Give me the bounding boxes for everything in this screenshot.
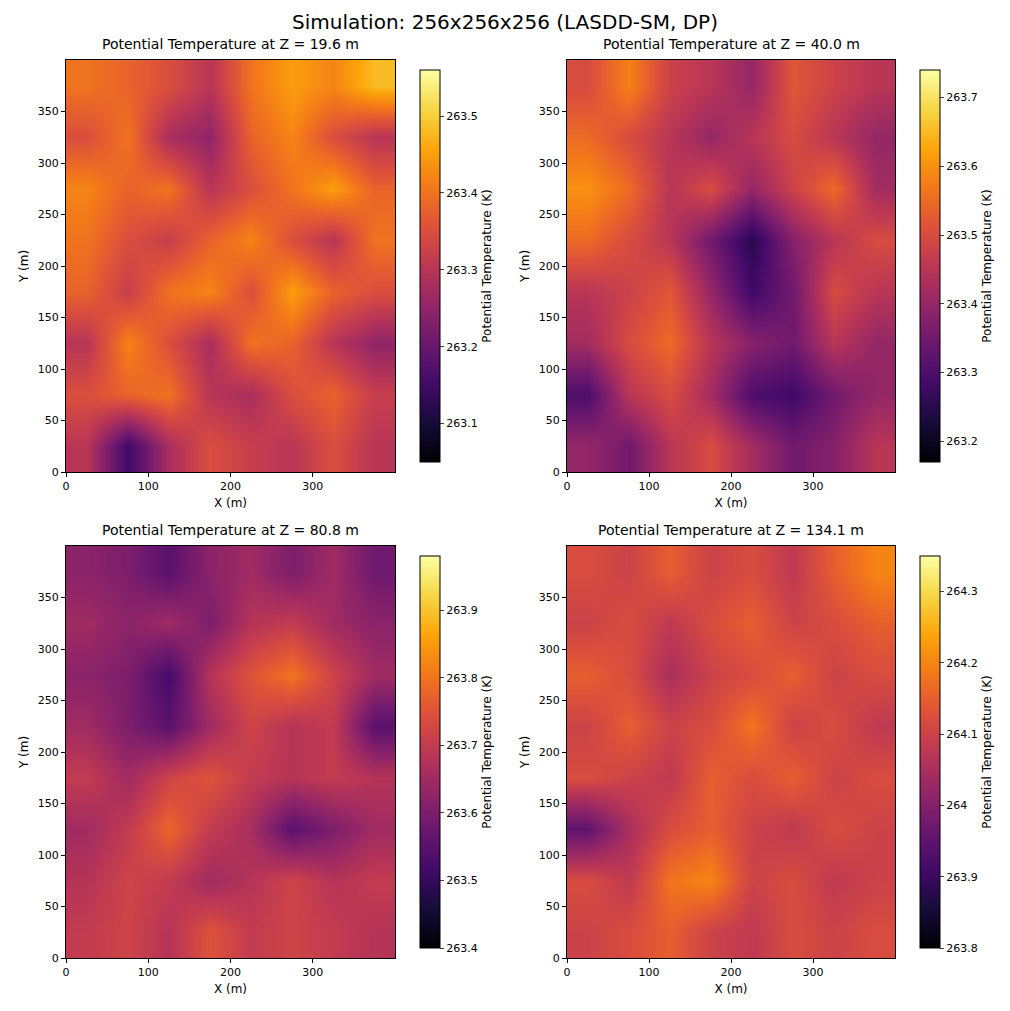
svg-text:200: 200 <box>38 746 59 759</box>
svg-text:263.6: 263.6 <box>946 160 978 173</box>
svg-text:263.2: 263.2 <box>946 435 978 448</box>
svg-text:250: 250 <box>38 694 59 707</box>
svg-text:0: 0 <box>564 480 571 493</box>
svg-text:0: 0 <box>52 466 59 479</box>
svg-text:200: 200 <box>38 260 59 273</box>
svg-text:Y (m): Y (m) <box>518 736 532 769</box>
svg-text:263.2: 263.2 <box>446 341 478 354</box>
svg-text:263.3: 263.3 <box>446 264 478 277</box>
svg-text:150: 150 <box>539 311 560 324</box>
svg-text:200: 200 <box>220 480 241 493</box>
svg-text:150: 150 <box>539 797 560 810</box>
svg-text:350: 350 <box>539 105 560 118</box>
svg-text:Potential Temperature (K): Potential Temperature (K) <box>480 189 494 342</box>
svg-text:50: 50 <box>546 414 560 427</box>
svg-text:Y (m): Y (m) <box>17 250 31 283</box>
svg-text:50: 50 <box>45 900 59 913</box>
svg-text:100: 100 <box>639 480 660 493</box>
svg-text:150: 150 <box>38 311 59 324</box>
svg-text:100: 100 <box>138 480 159 493</box>
svg-text:263.4: 263.4 <box>446 942 478 955</box>
svg-text:263.3: 263.3 <box>946 366 978 379</box>
svg-text:263.5: 263.5 <box>946 229 978 242</box>
svg-text:100: 100 <box>38 363 59 376</box>
svg-text:100: 100 <box>138 966 159 979</box>
svg-text:Y (m): Y (m) <box>518 250 532 283</box>
svg-text:263.8: 263.8 <box>446 672 478 685</box>
svg-text:263.7: 263.7 <box>446 739 478 752</box>
svg-text:263.1: 263.1 <box>446 417 478 430</box>
svg-text:200: 200 <box>220 966 241 979</box>
svg-text:0: 0 <box>63 966 70 979</box>
svg-text:264.2: 264.2 <box>946 657 978 670</box>
svg-text:264.1: 264.1 <box>946 728 978 741</box>
svg-text:X (m): X (m) <box>214 982 247 996</box>
svg-text:250: 250 <box>539 208 560 221</box>
svg-text:X (m): X (m) <box>714 496 747 510</box>
svg-text:300: 300 <box>38 643 59 656</box>
svg-text:300: 300 <box>539 157 560 170</box>
svg-text:263.7: 263.7 <box>946 91 978 104</box>
svg-text:263.9: 263.9 <box>446 604 478 617</box>
svg-text:250: 250 <box>38 208 59 221</box>
svg-text:50: 50 <box>45 414 59 427</box>
svg-text:X (m): X (m) <box>714 982 747 996</box>
svg-text:0: 0 <box>564 966 571 979</box>
svg-text:Simulation: 256x256x256 (LASDD: Simulation: 256x256x256 (LASDD-SM, DP) <box>292 10 718 34</box>
svg-text:Potential Temperature at Z = 8: Potential Temperature at Z = 80.8 m <box>102 522 359 538</box>
svg-text:300: 300 <box>302 480 323 493</box>
svg-text:0: 0 <box>553 466 560 479</box>
svg-text:263.5: 263.5 <box>446 110 478 123</box>
svg-text:50: 50 <box>546 900 560 913</box>
svg-text:263.5: 263.5 <box>446 874 478 887</box>
svg-text:263.8: 263.8 <box>946 942 978 955</box>
svg-text:100: 100 <box>539 849 560 862</box>
svg-text:200: 200 <box>721 480 742 493</box>
svg-text:X (m): X (m) <box>214 496 247 510</box>
svg-text:350: 350 <box>539 591 560 604</box>
svg-text:200: 200 <box>721 966 742 979</box>
svg-text:300: 300 <box>302 966 323 979</box>
svg-text:300: 300 <box>803 480 824 493</box>
svg-text:350: 350 <box>38 105 59 118</box>
svg-text:300: 300 <box>803 966 824 979</box>
svg-text:Potential Temperature (K): Potential Temperature (K) <box>480 675 494 828</box>
svg-text:350: 350 <box>38 591 59 604</box>
svg-text:100: 100 <box>539 363 560 376</box>
svg-text:Y (m): Y (m) <box>17 736 31 769</box>
svg-text:250: 250 <box>539 694 560 707</box>
svg-text:Potential Temperature (K): Potential Temperature (K) <box>980 675 994 828</box>
svg-text:200: 200 <box>539 260 560 273</box>
svg-text:150: 150 <box>38 797 59 810</box>
svg-text:200: 200 <box>539 746 560 759</box>
svg-text:100: 100 <box>38 849 59 862</box>
svg-text:264: 264 <box>946 799 967 812</box>
svg-text:300: 300 <box>38 157 59 170</box>
svg-text:300: 300 <box>539 643 560 656</box>
svg-text:263.4: 263.4 <box>446 187 478 200</box>
svg-text:0: 0 <box>63 480 70 493</box>
svg-text:263.6: 263.6 <box>446 807 478 820</box>
svg-text:Potential Temperature at Z = 4: Potential Temperature at Z = 40.0 m <box>603 36 860 52</box>
svg-text:0: 0 <box>553 952 560 965</box>
svg-text:263.4: 263.4 <box>946 298 978 311</box>
svg-text:0: 0 <box>52 952 59 965</box>
svg-text:Potential Temperature at Z = 1: Potential Temperature at Z = 19.6 m <box>102 36 359 52</box>
svg-text:Potential Temperature (K): Potential Temperature (K) <box>980 189 994 342</box>
svg-text:263.9: 263.9 <box>946 871 978 884</box>
svg-text:100: 100 <box>639 966 660 979</box>
svg-text:264.3: 264.3 <box>946 585 978 598</box>
svg-text:Potential Temperature at Z = 1: Potential Temperature at Z = 134.1 m <box>598 522 864 538</box>
